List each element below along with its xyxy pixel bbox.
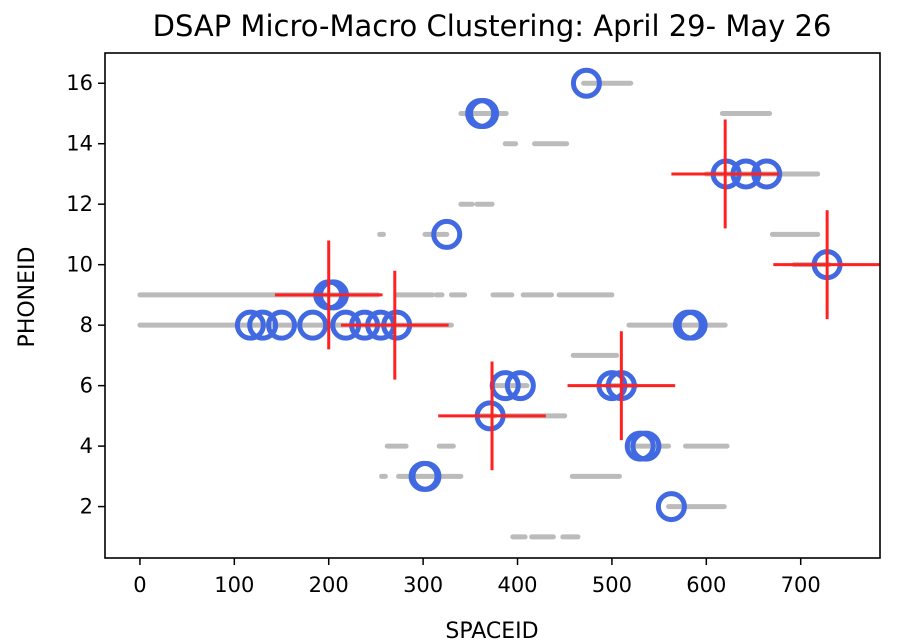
x-tick-label: 300 — [403, 573, 443, 597]
x-tick-label: 700 — [781, 573, 821, 597]
chart-title: DSAP Micro-Macro Clustering: April 29- M… — [153, 9, 832, 43]
y-tick-label: 2 — [80, 495, 93, 519]
micro-cluster-point — [504, 370, 536, 402]
x-tick-label: 0 — [133, 573, 146, 597]
micro-cluster-point — [676, 309, 708, 341]
micro-cluster-point — [655, 491, 687, 523]
x-tick-label: 600 — [686, 573, 726, 597]
plot-frame — [104, 52, 881, 559]
y-tick-label: 8 — [80, 313, 93, 337]
micro-cluster-point — [234, 309, 266, 341]
y-tick-label: 6 — [80, 374, 93, 398]
x-tick-label: 500 — [592, 573, 632, 597]
micro-cluster-point — [297, 309, 329, 341]
micro-cluster-point — [247, 309, 279, 341]
x-tick-label: 200 — [309, 573, 349, 597]
micro-cluster-point — [266, 309, 298, 341]
y-tick-label: 14 — [66, 132, 93, 156]
y-tick-label: 4 — [80, 434, 93, 458]
y-tick-label: 10 — [66, 253, 93, 277]
x-axis-label: SPACEID — [445, 619, 538, 643]
micro-cluster-point — [468, 97, 500, 129]
y-tick-label: 16 — [66, 71, 93, 95]
micro-cluster-point — [431, 218, 463, 250]
y-axis-label: PHONEID — [15, 247, 40, 348]
x-tick-label: 400 — [497, 573, 537, 597]
y-axis: 2 4 6 8 10 12 14 16 — [66, 71, 105, 519]
micro-cluster-point — [630, 430, 662, 462]
x-axis: 0 100 200 300 400 500 600 700 — [133, 558, 821, 597]
micro-cluster-point — [410, 460, 442, 492]
micro-cluster-point — [570, 67, 602, 99]
x-tick-label: 100 — [214, 573, 254, 597]
macro-cluster-layer — [274, 119, 880, 471]
y-tick-label: 12 — [66, 192, 93, 216]
